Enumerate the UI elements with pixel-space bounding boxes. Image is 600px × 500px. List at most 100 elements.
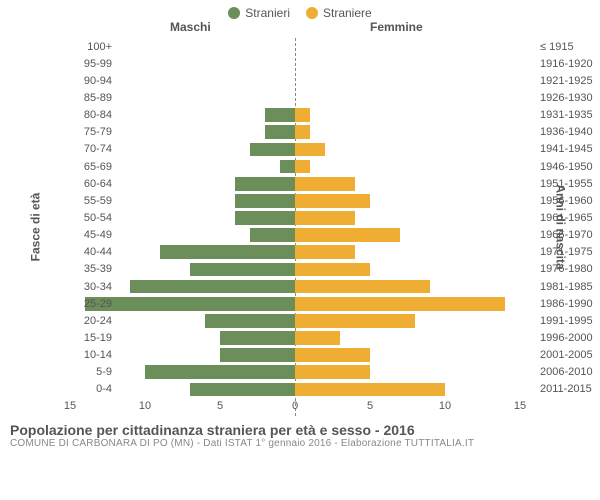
column-headers: Maschi Femmine <box>0 20 600 38</box>
half-female <box>295 107 535 124</box>
bar-male <box>145 365 295 379</box>
bar-female <box>295 125 310 139</box>
half-female <box>295 124 535 141</box>
half-female <box>295 278 535 295</box>
pyramid-chart: Fasce di età Anni di nascita 15105051015… <box>0 38 600 416</box>
age-label: 60-64 <box>84 178 112 190</box>
bar-female <box>295 228 400 242</box>
birth-label: 1991-1995 <box>540 315 593 327</box>
age-label: 85-89 <box>84 92 112 104</box>
bar-female <box>295 143 325 157</box>
age-label: 20-24 <box>84 315 112 327</box>
bar-row <box>55 38 535 55</box>
bar-male <box>265 125 295 139</box>
bar-row <box>55 261 535 278</box>
age-label: 65-69 <box>84 161 112 173</box>
bar-male <box>190 263 295 277</box>
half-female <box>295 295 535 312</box>
age-label: 50-54 <box>84 212 112 224</box>
bar-female <box>295 297 505 311</box>
bar-female <box>295 245 355 259</box>
bar-male <box>235 194 295 208</box>
birth-label: 1926-1930 <box>540 92 593 104</box>
bar-female <box>295 160 310 174</box>
age-label: 5-9 <box>96 366 112 378</box>
bar-row <box>55 278 535 295</box>
bar-female <box>295 263 370 277</box>
legend: Stranieri Straniere <box>0 0 600 20</box>
bar-row <box>55 329 535 346</box>
bar-male <box>235 211 295 225</box>
age-label: 75-79 <box>84 126 112 138</box>
legend-item-female: Straniere <box>306 6 372 20</box>
birth-label: 1921-1925 <box>540 75 593 87</box>
half-female <box>295 141 535 158</box>
age-label: 95-99 <box>84 58 112 70</box>
half-female <box>295 227 535 244</box>
bar-row <box>55 364 535 381</box>
x-tick-label: 15 <box>64 400 76 412</box>
half-female <box>295 244 535 261</box>
age-label: 70-74 <box>84 143 112 155</box>
bar-row <box>55 89 535 106</box>
birth-label: 2006-2010 <box>540 366 593 378</box>
y-axis-title-left: Fasce di età <box>28 193 42 262</box>
birth-label: 1976-1980 <box>540 263 593 275</box>
half-female <box>295 72 535 89</box>
x-tick-label: 5 <box>217 400 223 412</box>
bar-male <box>265 108 295 122</box>
bar-row <box>55 55 535 72</box>
half-female <box>295 209 535 226</box>
x-tick-label: 10 <box>439 400 451 412</box>
bar-male <box>190 383 295 397</box>
x-tick-label: 5 <box>367 400 373 412</box>
bar-row <box>55 227 535 244</box>
birth-label: 1996-2000 <box>540 332 593 344</box>
swatch-female <box>306 7 318 19</box>
footer: Popolazione per cittadinanza straniera p… <box>0 416 600 449</box>
age-label: 100+ <box>87 41 112 53</box>
bar-row <box>55 192 535 209</box>
half-male <box>55 381 295 398</box>
birth-label: 1951-1955 <box>540 178 593 190</box>
birth-label: 1961-1965 <box>540 212 593 224</box>
header-male: Maschi <box>170 20 211 34</box>
x-tick-label: 10 <box>139 400 151 412</box>
bar-male <box>250 143 295 157</box>
bar-male <box>280 160 295 174</box>
bar-male <box>235 177 295 191</box>
bar-row <box>55 244 535 261</box>
half-female <box>295 261 535 278</box>
half-female <box>295 347 535 364</box>
birth-label: 1956-1960 <box>540 195 593 207</box>
bar-female <box>295 108 310 122</box>
bar-rows <box>55 38 535 398</box>
bar-row <box>55 381 535 398</box>
birth-label: 1966-1970 <box>540 229 593 241</box>
birth-label: 1916-1920 <box>540 58 593 70</box>
birth-label: 1971-1975 <box>540 246 593 258</box>
legend-label-male: Stranieri <box>245 6 290 20</box>
bar-row <box>55 124 535 141</box>
swatch-male <box>228 7 240 19</box>
bar-female <box>295 280 430 294</box>
age-label: 10-14 <box>84 349 112 361</box>
bar-female <box>295 348 370 362</box>
age-label: 30-34 <box>84 281 112 293</box>
bar-row <box>55 141 535 158</box>
age-label: 45-49 <box>84 229 112 241</box>
age-label: 90-94 <box>84 75 112 87</box>
half-female <box>295 381 535 398</box>
bar-row <box>55 209 535 226</box>
bar-female <box>295 314 415 328</box>
birth-label: 1936-1940 <box>540 126 593 138</box>
bar-female <box>295 211 355 225</box>
half-female <box>295 192 535 209</box>
bar-male <box>130 280 295 294</box>
half-female <box>295 55 535 72</box>
bar-row <box>55 72 535 89</box>
half-female <box>295 175 535 192</box>
plot-area: 15105051015 <box>55 38 535 416</box>
x-tick-label: 0 <box>292 400 298 412</box>
bar-male <box>220 331 295 345</box>
